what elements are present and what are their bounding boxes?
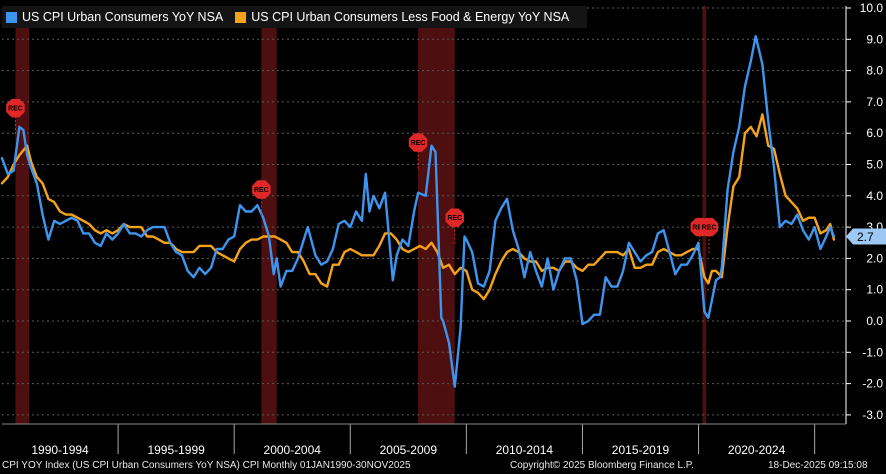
recession-bands <box>15 6 707 424</box>
y-tick-label: 2.0 <box>866 251 883 265</box>
y-tick-label: 1.0 <box>866 283 883 297</box>
rec-marker-label: REC <box>447 215 462 222</box>
y-tick-label: -3.0 <box>862 408 883 422</box>
y-tick-label: -2.0 <box>862 377 883 391</box>
legend-label-cpi: US CPI Urban Consumers YoY NSA <box>22 10 224 24</box>
y-tick-label: 10.0 <box>860 1 884 15</box>
series-line-core <box>0 113 836 301</box>
rec-marker-label: REC <box>254 187 269 194</box>
x-period-label: 2020-2024 <box>728 443 786 457</box>
axes: -3.0-2.0-1.00.01.02.03.04.05.06.07.08.09… <box>2 1 886 457</box>
rec-marker-label: REC <box>702 225 717 232</box>
x-period-label: 1990-1994 <box>31 443 89 457</box>
rec-marker-label: REC <box>8 106 23 113</box>
x-period-label: 2010-2014 <box>496 443 554 457</box>
y-tick-label: 7.0 <box>866 95 883 109</box>
rec-marker-0 <box>6 98 25 118</box>
last-value-label: 2.7 <box>857 230 874 244</box>
legend-item-cpi[interactable]: US CPI Urban Consumers YoY NSA <box>6 10 223 24</box>
rec-marker-5 <box>699 217 719 237</box>
rec-marker-label: REC <box>692 225 707 232</box>
last-value-tag <box>846 228 886 245</box>
recession-band-1 <box>261 6 277 424</box>
legend-swatch-core <box>235 11 247 23</box>
gridlines <box>2 7 846 416</box>
x-period-label: 2005-2009 <box>380 443 438 457</box>
legend: US CPI Urban Consumers YoY NSA US CPI Ur… <box>2 6 588 28</box>
x-period-label: 2000-2004 <box>264 443 322 457</box>
series-lines <box>0 35 836 388</box>
y-tick-label: 9.0 <box>866 32 883 46</box>
legend-item-core[interactable]: US CPI Urban Consumers Less Food & Energ… <box>235 10 569 24</box>
y-tick-label: 8.0 <box>866 64 883 78</box>
recession-band-0 <box>15 6 30 424</box>
rec-marker-3 <box>445 208 464 227</box>
y-tick-label: 5.0 <box>866 158 883 172</box>
recession-band-3 <box>702 6 707 424</box>
x-period-label: 1995-1999 <box>147 443 205 457</box>
legend-swatch-cpi <box>6 11 17 23</box>
rec-marker-2 <box>408 133 428 152</box>
y-tick-label: 4.0 <box>866 189 883 203</box>
footer-timestamp: 18-Dec-2025 09:15:08 <box>768 460 868 471</box>
footer-source: CPI YOY Index (US CPI Urban Consumers Yo… <box>2 460 411 471</box>
rec-marker-1 <box>252 180 271 199</box>
legend-label-core: US CPI Urban Consumers Less Food & Energ… <box>251 10 570 24</box>
footer: CPI YOY Index (US CPI Urban Consumers Yo… <box>0 458 886 474</box>
x-period-label: 2015-2019 <box>612 443 670 457</box>
y-tick-label: -1.0 <box>862 345 883 359</box>
y-tick-label: 0.0 <box>866 314 883 328</box>
rec-marker-label: REC <box>411 140 426 147</box>
series-line-cpi <box>0 35 836 388</box>
footer-copyright: Copyright© 2025 Bloomberg Finance L.P. <box>510 460 694 471</box>
y-tick-label: 6.0 <box>866 126 883 140</box>
